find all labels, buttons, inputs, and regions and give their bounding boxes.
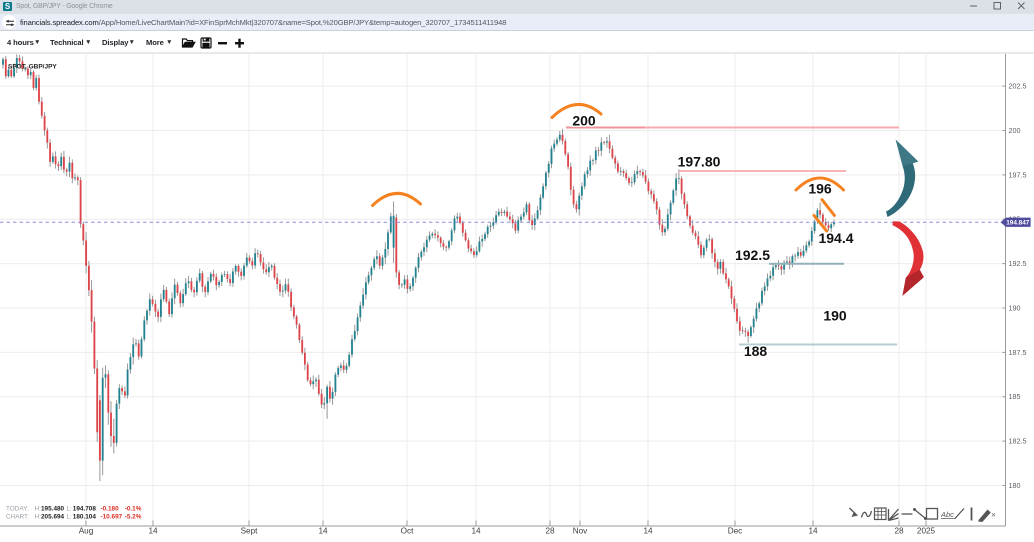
svg-text:194.708: 194.708 [73,506,97,513]
svg-text:197.5: 197.5 [1009,170,1027,179]
svg-text:Oct: Oct [401,527,414,536]
svg-text:-10.697: -10.697 [101,514,123,521]
svg-text:L:: L: [67,514,73,521]
svg-text:TODAY:: TODAY: [6,506,29,513]
svg-text:187.5: 187.5 [1009,348,1027,357]
svg-text:192.5: 192.5 [1009,259,1027,268]
svg-text:Sept: Sept [241,527,259,536]
svg-text:28: 28 [545,527,555,536]
svg-text:197.80: 197.80 [678,154,721,170]
svg-text:×: × [991,510,996,520]
svg-text:CHART:: CHART: [6,514,29,521]
svg-text:14: 14 [148,527,158,536]
svg-text:194.4: 194.4 [818,230,853,246]
svg-text:200: 200 [572,113,596,129]
svg-text:14: 14 [808,527,818,536]
svg-text:H:: H: [35,506,42,513]
svg-text:Nov: Nov [573,527,588,536]
svg-text:-0.1%: -0.1% [125,506,142,513]
svg-text:180: 180 [1009,481,1021,490]
svg-text:190: 190 [1009,303,1021,312]
svg-text:-0.180: -0.180 [101,506,120,513]
svg-text:205.694: 205.694 [41,514,65,521]
svg-text:L:: L: [67,506,73,513]
svg-text:Aug: Aug [79,527,94,536]
svg-text:14: 14 [318,527,328,536]
svg-text:182.5: 182.5 [1009,437,1027,446]
svg-text:14: 14 [471,527,481,536]
svg-text:Dec: Dec [728,527,743,536]
svg-text:200: 200 [1009,126,1021,135]
svg-text:Abc: Abc [940,510,954,519]
svg-text:SPOT, GBP/JPY: SPOT, GBP/JPY [8,63,57,70]
svg-text:192.5: 192.5 [735,247,770,263]
svg-text:185: 185 [1009,392,1021,401]
svg-text:14: 14 [643,527,653,536]
svg-text:180.104: 180.104 [73,514,97,521]
svg-text:28: 28 [894,527,904,536]
svg-text:190: 190 [823,308,847,324]
svg-text:H:: H: [35,514,42,521]
svg-text:-5.2%: -5.2% [125,514,142,521]
svg-text:196: 196 [808,181,832,197]
svg-text:202.5: 202.5 [1009,82,1027,91]
svg-text:195.480: 195.480 [41,506,65,513]
svg-text:194.847: 194.847 [1006,220,1030,227]
svg-text:188: 188 [744,343,768,359]
svg-text:2025: 2025 [917,527,936,536]
